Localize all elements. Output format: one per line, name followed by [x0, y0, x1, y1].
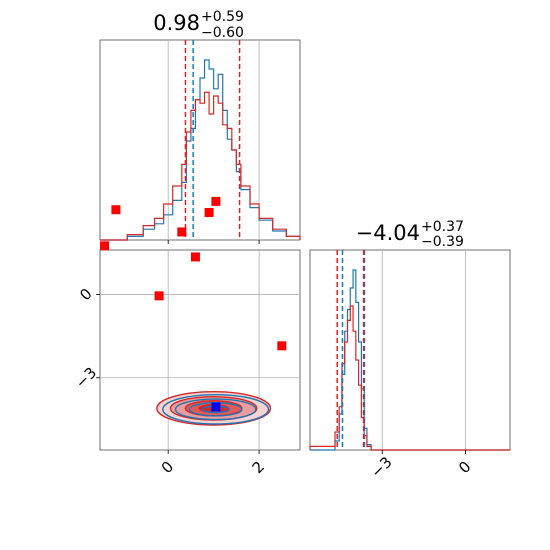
- x-tick-label-param0: 2: [249, 458, 268, 477]
- contour-blue: [162, 393, 270, 425]
- title-param1-plus: +0.37: [421, 219, 464, 235]
- title-param1-minus: −0.39: [421, 234, 464, 250]
- title-param0-minus: −0.60: [201, 25, 244, 41]
- histogram-red: [100, 91, 301, 241]
- x-tick-label-param1: 0: [455, 458, 474, 477]
- scatter-points: [100, 196, 287, 412]
- title-param1: −4.04 +0.37 −0.39: [356, 219, 464, 250]
- scatter-point-blue: [211, 402, 221, 412]
- panel-hist-param1: [309, 249, 511, 451]
- title-param0-plus: +0.59: [201, 9, 244, 25]
- quantile-lines: [184, 40, 366, 450]
- histogram-blue: [310, 269, 510, 451]
- title-param0: 0.98 +0.59 −0.60: [153, 9, 244, 41]
- title-param1-value: −4.04: [356, 221, 420, 245]
- scatter-point-red: [100, 241, 110, 251]
- scatter-point-red: [204, 208, 214, 217]
- scatter-point-red: [177, 227, 187, 237]
- scatter-point-red: [211, 196, 221, 206]
- y-tick-label-param1: 0: [76, 285, 95, 304]
- scatter-point-red: [190, 252, 200, 262]
- scatter-point-red: [277, 341, 287, 351]
- scatter-point-red: [111, 205, 121, 215]
- scatter-point-red: [154, 291, 164, 301]
- x-tick-label-param0: 0: [158, 458, 177, 477]
- contour-blue: [174, 398, 257, 421]
- panel-hist-param0: [99, 39, 301, 241]
- title-param0-value: 0.98: [153, 11, 200, 35]
- x-tick-label-param1: −3: [367, 453, 395, 481]
- y-tick-label-param1: −3: [72, 364, 100, 392]
